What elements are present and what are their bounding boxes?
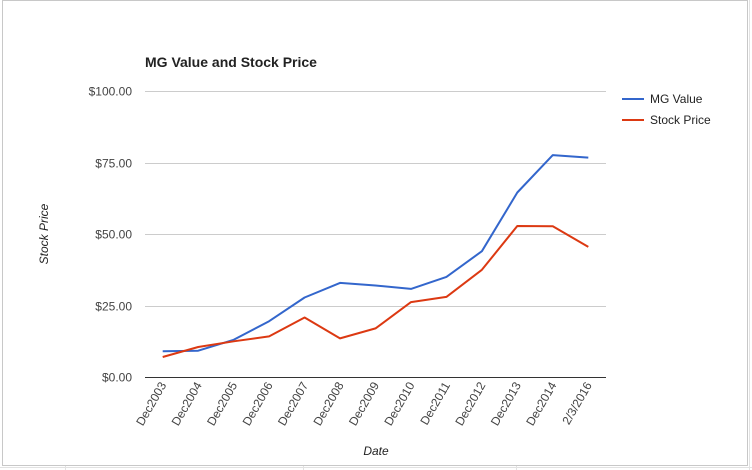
x-axis-title: Date xyxy=(363,444,389,458)
data-point-stock-price xyxy=(197,346,199,348)
legend-label-mg-value: MG Value xyxy=(650,92,703,106)
series-line-stock-price xyxy=(162,225,589,358)
data-point-stock-price xyxy=(516,225,518,227)
x-tick-label: Dec2005 xyxy=(204,379,240,428)
data-point-stock-price xyxy=(481,269,483,271)
x-tick-label: Dec2008 xyxy=(310,379,346,428)
data-point-stock-price xyxy=(304,317,306,319)
legend-swatch-stock-price xyxy=(622,119,644,121)
y-tick-label: $100.00 xyxy=(89,85,133,99)
data-point-stock-price xyxy=(410,301,412,303)
data-point-mg-value xyxy=(587,157,589,159)
x-tick-label: Dec2006 xyxy=(240,379,276,428)
x-tick-label: Dec2014 xyxy=(523,379,559,428)
data-point-stock-price xyxy=(445,296,447,298)
data-point-mg-value xyxy=(162,350,164,352)
x-tick-label: Dec2012 xyxy=(452,379,488,428)
data-point-stock-price xyxy=(552,225,554,227)
data-point-mg-value xyxy=(304,296,306,298)
data-point-stock-price xyxy=(233,340,235,342)
legend-item-mg-value: MG Value xyxy=(622,89,711,109)
x-tick-label: Dec2010 xyxy=(381,379,417,428)
x-tick-label: Dec2013 xyxy=(488,379,524,428)
data-point-mg-value xyxy=(516,192,518,194)
x-tick-label: Dec2007 xyxy=(275,379,311,428)
data-point-mg-value xyxy=(197,350,199,352)
legend-item-stock-price: Stock Price xyxy=(622,110,711,130)
data-point-stock-price xyxy=(162,356,164,358)
y-tick-label: $25.00 xyxy=(95,300,132,314)
x-tick-label: Dec2009 xyxy=(346,379,382,428)
data-point-mg-value xyxy=(552,154,554,156)
legend-label-stock-price: Stock Price xyxy=(650,113,711,127)
chart-title: MG Value and Stock Price xyxy=(145,54,317,70)
data-point-mg-value xyxy=(268,320,270,322)
y-tick-label: $75.00 xyxy=(95,157,132,171)
data-point-mg-value xyxy=(481,250,483,252)
data-point-stock-price xyxy=(375,327,377,329)
data-point-mg-value xyxy=(339,282,341,284)
x-tick-label: 2/3/2016 xyxy=(559,379,595,427)
data-point-stock-price xyxy=(268,335,270,337)
x-tick-label: Dec2011 xyxy=(417,379,453,427)
data-point-stock-price xyxy=(339,337,341,339)
data-point-mg-value xyxy=(410,288,412,290)
y-tick-label: $50.00 xyxy=(95,228,132,242)
legend: MG Value Stock Price xyxy=(622,89,711,131)
data-point-stock-price xyxy=(587,246,589,248)
series-line-mg-value xyxy=(162,154,589,353)
data-point-mg-value xyxy=(375,284,377,286)
x-tick-label: Dec2003 xyxy=(133,379,169,428)
data-point-mg-value xyxy=(445,276,447,278)
legend-swatch-mg-value xyxy=(622,98,644,100)
y-tick-label: $0.00 xyxy=(102,371,132,385)
x-tick-label: Dec2004 xyxy=(169,379,205,428)
